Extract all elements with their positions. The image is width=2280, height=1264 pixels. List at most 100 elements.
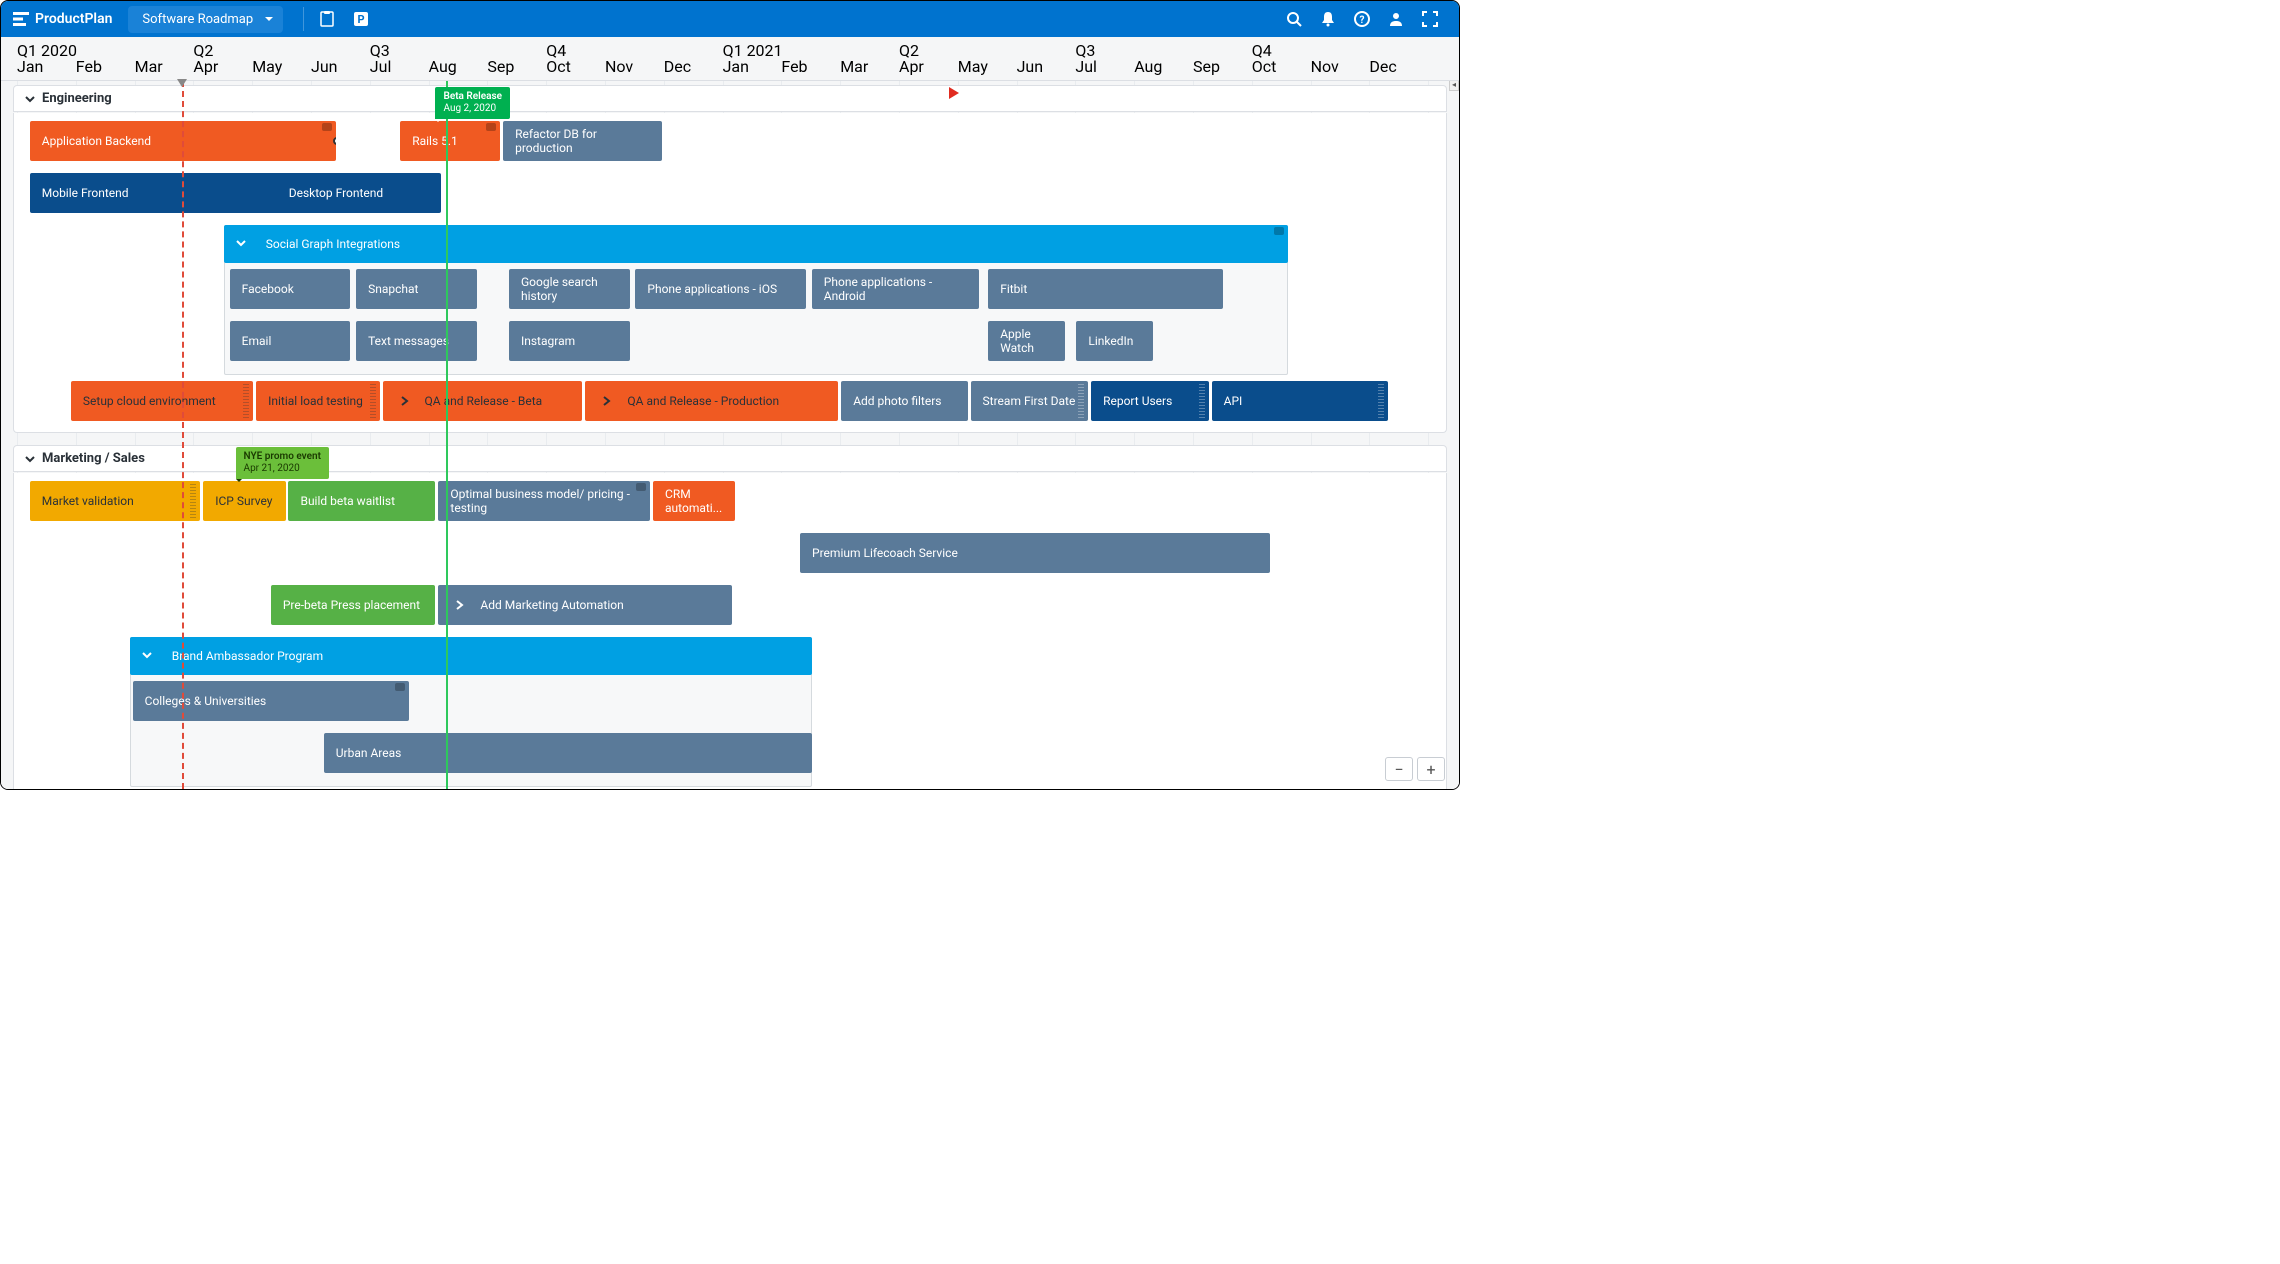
drag-handle-icon[interactable] xyxy=(1078,384,1084,418)
bar-label: ICP Survey xyxy=(215,494,272,508)
roadmap-bar[interactable]: Rails 5.1 xyxy=(400,121,500,161)
container-header[interactable]: Brand Ambassador Program xyxy=(130,637,812,675)
bar-label: Refactor DB for production xyxy=(515,127,650,156)
clipboard-icon[interactable] xyxy=(316,8,338,30)
bar-label: Text messages xyxy=(368,334,449,348)
search-icon[interactable] xyxy=(1283,8,1305,30)
roadmap-bar[interactable]: Facebook xyxy=(230,269,351,309)
roadmap-bar[interactable]: Build beta waitlist xyxy=(288,481,435,521)
roadmap-selector[interactable]: Software Roadmap xyxy=(128,6,283,33)
chevron-right-icon xyxy=(450,600,470,610)
roadmap-bar[interactable]: Market validation xyxy=(30,481,201,521)
roadmap-bar[interactable]: Phone applications - Android xyxy=(812,269,980,309)
roadmap-bar[interactable]: API xyxy=(1212,381,1388,421)
bell-icon[interactable] xyxy=(1317,8,1339,30)
roadmap-bar[interactable]: Fitbit xyxy=(988,269,1223,309)
lane-header[interactable]: Engineering xyxy=(13,85,1447,112)
roadmap-bar[interactable]: Instagram xyxy=(509,321,630,361)
comment-icon[interactable] xyxy=(395,683,405,691)
parking-icon[interactable]: P xyxy=(350,8,372,30)
month-label: Apr xyxy=(193,57,218,76)
bar-label: Premium Lifecoach Service xyxy=(812,546,958,560)
roadmap-bar[interactable]: Text messages xyxy=(356,321,477,361)
month-label: Sep xyxy=(1193,57,1220,76)
help-icon[interactable]: ? xyxy=(1351,8,1373,30)
chevron-down-icon xyxy=(236,238,246,248)
chevron-down-icon xyxy=(142,650,152,660)
comment-icon[interactable] xyxy=(1274,227,1284,235)
bar-label: Fitbit xyxy=(1000,282,1027,296)
bar-label: LinkedIn xyxy=(1088,334,1133,348)
drag-handle-icon[interactable] xyxy=(190,484,196,518)
roadmap-bar[interactable]: Email xyxy=(230,321,351,361)
lane-title: Marketing / Sales xyxy=(42,451,145,466)
logo-icon xyxy=(13,12,29,26)
bar-label: Apple Watch xyxy=(1000,327,1052,356)
roadmap-bar[interactable]: Refactor DB for production xyxy=(503,121,662,161)
month-label: Sep xyxy=(487,57,514,76)
roadmap-bar[interactable]: Stream First Date xyxy=(971,381,1089,421)
drag-handle-icon[interactable] xyxy=(243,384,249,418)
roadmap-bar[interactable]: Add photo filters xyxy=(841,381,967,421)
logo[interactable]: ProductPlan xyxy=(13,11,112,27)
user-icon[interactable] xyxy=(1385,8,1407,30)
bar-label: Optimal business model/ pricing - testin… xyxy=(450,487,638,516)
bar-label: Colleges & Universities xyxy=(145,694,267,708)
lanes-container: EngineeringBeta ReleaseAug 2, 2020 Applic… xyxy=(13,81,1447,789)
month-label: Jul xyxy=(1075,57,1097,76)
month-label: Oct xyxy=(1252,57,1277,76)
roadmap-bar[interactable]: Premium Lifecoach Service xyxy=(800,533,1270,573)
roadmap-bar[interactable]: Google search history xyxy=(509,269,630,309)
roadmap-bar[interactable]: Desktop Frontend xyxy=(277,173,442,213)
container-header[interactable]: Social Graph Integrations xyxy=(224,225,1288,263)
drag-handle-icon[interactable] xyxy=(1199,384,1205,418)
roadmap-bar[interactable]: Optimal business model/ pricing - testin… xyxy=(438,481,650,521)
today-marker-icon xyxy=(177,79,187,87)
roadmap-bar[interactable]: Pre-beta Press placement xyxy=(271,585,436,625)
roadmap-bar[interactable]: ICP Survey xyxy=(203,481,285,521)
milestone[interactable]: NYE promo eventApr 21, 2020 xyxy=(236,447,329,479)
link-handle-icon[interactable] xyxy=(333,137,336,145)
lane-header[interactable]: Marketing / Sales xyxy=(13,445,1447,472)
roadmap-bar[interactable]: Phone applications - iOS xyxy=(635,269,806,309)
roadmap-bar[interactable]: Initial load testing xyxy=(256,381,379,421)
roadmap-bar[interactable]: Report Users xyxy=(1091,381,1209,421)
roadmap-bar[interactable]: Mobile Frontend xyxy=(30,173,283,213)
chevron-down-icon xyxy=(24,93,36,105)
drag-handle-icon[interactable] xyxy=(1378,384,1384,418)
roadmap-bar[interactable]: QA and Release - Production xyxy=(585,381,838,421)
comment-icon[interactable] xyxy=(636,483,646,491)
zoom-in-button[interactable]: + xyxy=(1417,757,1445,781)
bar-label: Report Users xyxy=(1103,394,1172,408)
milestone-title: NYE promo event xyxy=(244,451,321,463)
roadmap-bar[interactable]: QA and Release - Beta xyxy=(383,381,583,421)
release-line xyxy=(446,81,448,789)
bar-label: Setup cloud environment xyxy=(83,394,216,408)
drag-handle-icon[interactable] xyxy=(370,384,376,418)
month-label: Jan xyxy=(723,57,749,76)
roadmap-bar[interactable]: Snapchat xyxy=(356,269,477,309)
bar-label: Application Backend xyxy=(42,134,151,148)
month-label: Jul xyxy=(370,57,392,76)
month-label: Feb xyxy=(781,57,807,76)
roadmap-bar[interactable]: Apple Watch xyxy=(988,321,1064,361)
month-label: Nov xyxy=(1311,57,1339,76)
comment-icon[interactable] xyxy=(486,123,496,131)
fullscreen-icon[interactable] xyxy=(1419,8,1441,30)
roadmap-bar[interactable]: Add Marketing Automation xyxy=(438,585,732,625)
roadmap-name: Software Roadmap xyxy=(142,12,253,27)
roadmap-bar[interactable]: LinkedIn xyxy=(1076,321,1152,361)
today-line xyxy=(182,81,184,789)
top-bar: ProductPlan Software Roadmap P ? xyxy=(1,1,1459,37)
roadmap-bar[interactable]: Colleges & Universities xyxy=(133,681,409,721)
month-label: Nov xyxy=(605,57,633,76)
month-label: Jan xyxy=(17,57,43,76)
month-label: Jun xyxy=(311,57,337,76)
roadmap-bar[interactable]: Setup cloud environment xyxy=(71,381,253,421)
comment-icon[interactable] xyxy=(322,123,332,131)
roadmap-bar[interactable]: Urban Areas xyxy=(324,733,812,773)
svg-text:?: ? xyxy=(1360,15,1365,26)
milestone[interactable]: Beta ReleaseAug 2, 2020 xyxy=(435,87,510,119)
zoom-out-button[interactable]: − xyxy=(1385,757,1413,781)
roadmap-bar[interactable]: CRM automati... xyxy=(653,481,735,521)
